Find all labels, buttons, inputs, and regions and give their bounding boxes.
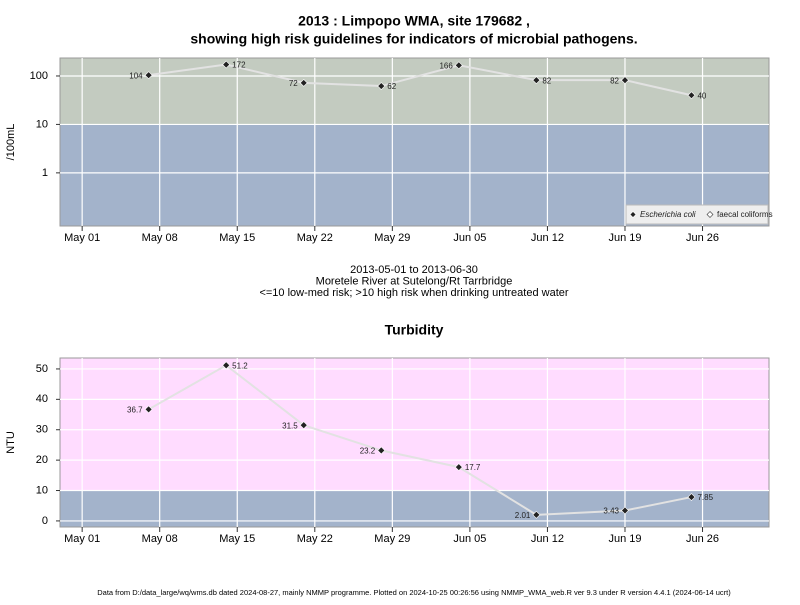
- y-tick-label: 0: [42, 515, 48, 527]
- data-label: 7.85: [697, 493, 713, 502]
- data-point: [532, 76, 541, 85]
- x-tick-label: May 01: [64, 533, 100, 545]
- data-point: [454, 61, 463, 70]
- data-point: [222, 60, 231, 69]
- x-tick-label: Jun 12: [531, 232, 564, 244]
- high-risk-band: [60, 58, 769, 125]
- data-point: [621, 506, 629, 515]
- data-point: [621, 76, 629, 85]
- subtitle: 2013-05-01 to 2013-06-30: [350, 264, 478, 276]
- data-point: [377, 82, 386, 90]
- data-label: 104: [129, 71, 143, 80]
- high-risk-band: [60, 358, 769, 491]
- data-label: 23.2: [360, 447, 376, 456]
- data-point: [687, 493, 696, 501]
- x-tick-label: May 15: [219, 533, 255, 545]
- low-risk-band: [60, 490, 769, 527]
- x-tick-label: Jun 12: [531, 533, 564, 545]
- x-tick-label: May 08: [142, 232, 178, 244]
- data-point: [222, 361, 231, 370]
- x-tick-label: Jun 05: [453, 533, 486, 545]
- x-tick-label: May 08: [142, 533, 178, 545]
- data-label: 82: [610, 76, 619, 85]
- x-tick-label: Jun 19: [608, 232, 641, 244]
- data-label: 72: [289, 79, 298, 88]
- y-tick-label: 50: [36, 363, 48, 375]
- y-axis-label: /100mL: [5, 124, 17, 161]
- legend-label: Escherichia coli: [640, 210, 696, 219]
- data-point: [454, 463, 463, 472]
- data-label: 31.5: [282, 421, 298, 430]
- data-label: 172: [232, 61, 246, 70]
- legend-marker: [629, 211, 637, 218]
- x-tick-label: May 22: [297, 232, 333, 244]
- data-label: 40: [697, 91, 706, 100]
- y-tick-label: 10: [36, 484, 48, 496]
- y-tick-label: 100: [30, 70, 48, 82]
- y-tick-label: 10: [36, 118, 48, 130]
- subtitle: <=10 low-med risk; >10 high risk when dr…: [259, 287, 568, 299]
- legend-marker: [706, 211, 714, 218]
- x-tick-label: May 01: [64, 232, 100, 244]
- legend-box: [625, 204, 769, 225]
- x-tick-label: May 29: [374, 232, 410, 244]
- data-label: 82: [542, 76, 551, 85]
- data-point: [299, 78, 308, 87]
- x-tick-label: Jun 26: [686, 232, 719, 244]
- plot-frame: [59, 357, 770, 528]
- x-tick-label: May 22: [297, 533, 333, 545]
- data-label: 62: [387, 82, 396, 91]
- data-label: 36.7: [127, 405, 143, 414]
- series-line: [148, 63, 692, 97]
- data-label: 2.01: [515, 511, 531, 520]
- y-tick-label: 40: [36, 393, 48, 405]
- x-tick-label: May 15: [219, 232, 255, 244]
- y-tick-label: 1: [42, 167, 48, 179]
- x-tick-label: Jun 19: [608, 533, 641, 545]
- series-line: [148, 364, 692, 516]
- subtitle: Moretele River at Sutelong/Rt Tarrbridge: [316, 275, 513, 287]
- data-label: 3.43: [603, 507, 619, 516]
- data-point: [377, 446, 386, 455]
- chart-title: showing high risk guidelines for indicat…: [190, 31, 637, 47]
- y-tick-label: 30: [36, 424, 48, 436]
- x-tick-label: Jun 26: [686, 533, 719, 545]
- legend-label: faecal coliforms: [717, 210, 773, 219]
- data-label: 17.7: [465, 463, 481, 472]
- data-point: [144, 405, 153, 414]
- chart-title: Turbidity: [385, 322, 444, 338]
- data-label: 166: [439, 61, 453, 70]
- x-tick-label: Jun 05: [453, 232, 486, 244]
- x-tick-label: May 29: [374, 533, 410, 545]
- chart-title: 2013 : Limpopo WMA, site 179682 ,: [298, 13, 530, 29]
- footer: Data from D:/data_large/wq/wms.db dated …: [97, 588, 731, 597]
- data-point: [687, 91, 696, 100]
- data-point: [532, 510, 541, 519]
- y-axis-label: NTU: [5, 431, 17, 454]
- data-point: [299, 421, 308, 430]
- data-label: 51.2: [232, 361, 248, 370]
- plot-frame: [59, 57, 770, 227]
- y-tick-label: 20: [36, 454, 48, 466]
- data-point: [144, 71, 153, 80]
